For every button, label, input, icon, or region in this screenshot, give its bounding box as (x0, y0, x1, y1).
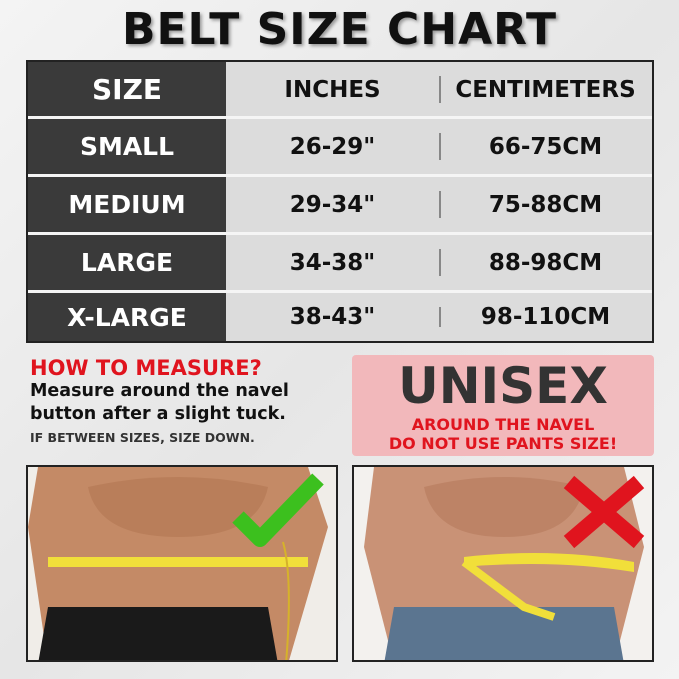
unisex-box: UNISEX AROUND THE NAVEL DO NOT USE PANTS… (352, 355, 654, 456)
cm-cell: 98-110CM (439, 293, 652, 341)
page-title: BELT SIZE CHART (121, 4, 558, 55)
how-to-line-1: Measure around the navel (30, 381, 289, 401)
divider (28, 174, 652, 177)
table-row: LARGE 34-38" 88-98CM (28, 235, 652, 290)
size-cell: X-LARGE (28, 293, 226, 341)
table-header-row: SIZE INCHES CENTIMETERS (28, 62, 652, 117)
divider (28, 290, 652, 293)
check-icon (232, 473, 324, 547)
header-size: SIZE (28, 62, 226, 117)
inches-cell: 26-29" (289, 133, 376, 160)
cm-cell: 88-98CM (439, 235, 652, 290)
unisex-title: UNISEX (398, 357, 608, 415)
how-to-heading: HOW TO MEASURE? (30, 356, 262, 380)
cross-icon (563, 475, 645, 549)
size-cell: SMALL (28, 119, 226, 174)
how-to-line-2: button after a slight tuck. (30, 404, 286, 424)
unisex-line-2: DO NOT USE PANTS SIZE! (388, 434, 618, 453)
table-row: SMALL 26-29" 66-75CM (28, 119, 652, 174)
size-note: IF BETWEEN SIZES, SIZE DOWN. (30, 430, 255, 445)
size-chart-table: SIZE INCHES CENTIMETERS SMALL 26-29" 66-… (26, 60, 654, 343)
correct-measure-photo (26, 465, 338, 662)
inches-cell: 34-38" (289, 249, 376, 276)
header-inches: INCHES (284, 76, 381, 103)
size-cell: LARGE (28, 235, 226, 290)
inches-cell: 38-43" (289, 304, 376, 330)
cm-cell: 75-88CM (439, 177, 652, 232)
cm-cell: 66-75CM (439, 119, 652, 174)
incorrect-measure-photo (352, 465, 654, 662)
inches-cell: 29-34" (289, 191, 376, 218)
how-to-measure: HOW TO MEASURE? Measure around the navel… (30, 356, 289, 445)
divider (28, 232, 652, 235)
header-centimeters: CENTIMETERS (439, 62, 652, 117)
table-row: X-LARGE 38-43" 98-110CM (28, 293, 652, 341)
divider (28, 116, 652, 119)
table-row: MEDIUM 29-34" 75-88CM (28, 177, 652, 232)
unisex-line-1: AROUND THE NAVEL (411, 415, 595, 434)
size-cell: MEDIUM (28, 177, 226, 232)
